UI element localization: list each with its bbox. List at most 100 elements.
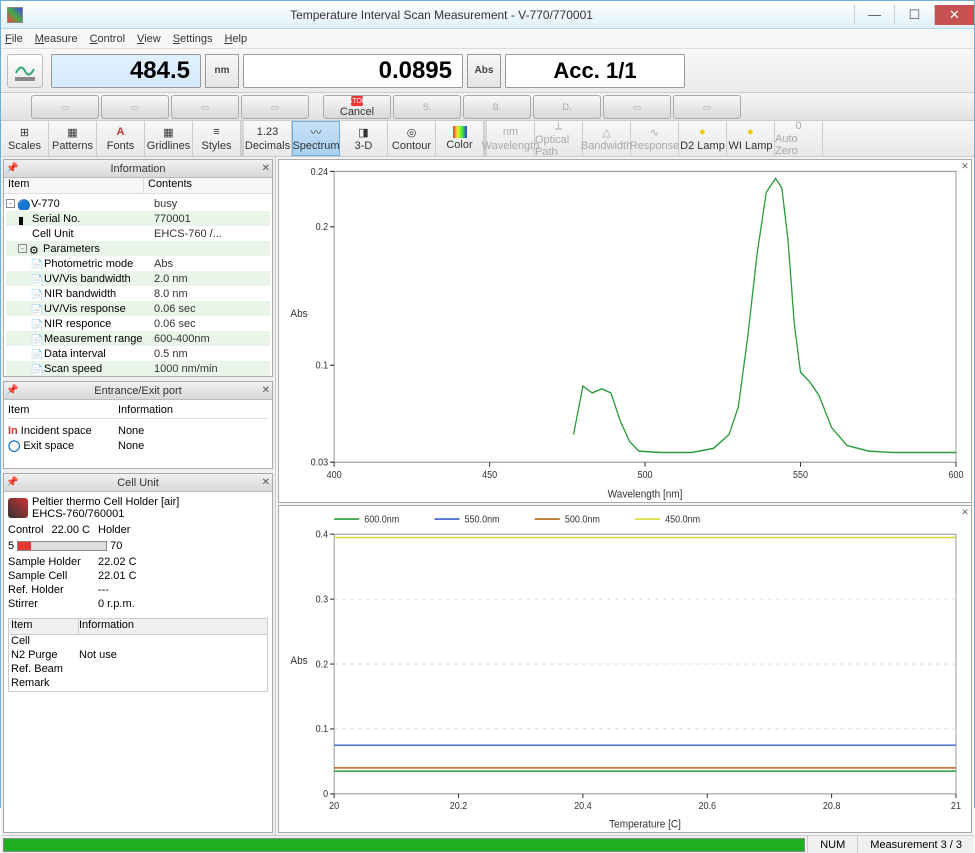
menu-help[interactable]: Help — [224, 33, 247, 45]
pin-icon[interactable]: 📌 — [6, 163, 18, 174]
close-button[interactable]: ✕ — [934, 5, 974, 25]
menu-control[interactable]: Control — [90, 33, 125, 45]
gridlines-button[interactable]: ▦Gridlines — [145, 121, 193, 156]
information-panel: 📌Information✕ ItemContents -🔵V-770busy▮S… — [3, 159, 273, 377]
autozero-button: 0Auto Zero — [775, 121, 823, 156]
contour-icon: ◎ — [404, 125, 420, 139]
fonts-button[interactable]: AFonts — [97, 121, 145, 156]
opticalpath-button: ⟂Optical Path — [535, 121, 583, 156]
wavelength-readout: 484.5 — [51, 54, 201, 88]
btn-disabled-3: ▭ — [171, 95, 239, 119]
scales-button[interactable]: ⊞Scales — [1, 121, 49, 156]
3d-icon: ◨ — [356, 125, 372, 139]
menubar: File Measure Control View Settings Help — [1, 29, 974, 49]
svg-text:500.0nm: 500.0nm — [565, 513, 600, 524]
port-panel: 📌Entrance/Exit port✕ ItemInformation InI… — [3, 381, 273, 469]
spectrum-button[interactable]: 〰Spectrum — [292, 121, 340, 156]
bandwidth-button: △Bandwidth — [583, 121, 631, 156]
color-button[interactable]: Color — [436, 121, 484, 156]
menu-settings[interactable]: Settings — [173, 33, 213, 45]
d2lamp-button[interactable]: ●D2 Lamp — [679, 121, 727, 156]
svg-text:450.0nm: 450.0nm — [665, 513, 700, 524]
styles-icon: ≡ — [209, 125, 225, 139]
svg-text:20.2: 20.2 — [450, 800, 468, 811]
decimals-button[interactable]: 1.23Decimals — [244, 121, 292, 156]
menu-view[interactable]: View — [137, 33, 161, 45]
cell-unit-panel: 📌Cell Unit✕ Peltier thermo Cell Holder [… — [3, 473, 273, 833]
temperature-chart[interactable]: ✕ 600.0nm550.0nm500.0nm450.0nm2020.220.4… — [278, 505, 972, 833]
svg-text:Abs: Abs — [290, 656, 307, 667]
peltier-icon — [8, 498, 28, 518]
menu-measure[interactable]: Measure — [35, 33, 78, 45]
fonts-icon: A — [113, 125, 129, 139]
svg-text:0.4: 0.4 — [316, 528, 329, 539]
chart-area: ✕ 4004505005506000.030.10.20.24AbsWavele… — [276, 157, 974, 835]
svg-text:0.03: 0.03 — [311, 457, 329, 469]
svg-text:450: 450 — [482, 470, 497, 482]
stop-icon: STOP — [351, 96, 363, 106]
chart-close-icon[interactable]: ✕ — [960, 161, 970, 171]
gridlines-icon: ▦ — [161, 125, 177, 139]
abs-unit[interactable]: Abs — [467, 54, 501, 88]
thermometer: 570 — [8, 540, 268, 552]
svg-text:0.24: 0.24 — [311, 166, 329, 178]
status-num: NUM — [807, 836, 857, 853]
abs-readout: 0.0895 — [243, 54, 463, 88]
status-measurement: Measurement 3 / 3 — [857, 836, 974, 853]
svg-text:20.6: 20.6 — [698, 800, 716, 811]
svg-text:600: 600 — [948, 470, 963, 482]
minimize-button[interactable]: — — [854, 5, 894, 25]
btn-disabled-5: ▭ — [603, 95, 671, 119]
in-icon: In — [8, 425, 18, 437]
svg-text:21: 21 — [951, 800, 961, 811]
svg-text:Temperature [C]: Temperature [C] — [609, 819, 681, 830]
btn-disabled-6: ▭ — [673, 95, 741, 119]
cell-info-table: ItemInformation CellN2 PurgeNot useRef. … — [8, 618, 268, 692]
svg-text:20.8: 20.8 — [823, 800, 841, 811]
response-button: ∿Response — [631, 121, 679, 156]
panel-close-icon[interactable]: ✕ — [262, 477, 270, 488]
styles-button[interactable]: ≡Styles — [193, 121, 241, 156]
progress-bar — [3, 838, 805, 852]
wavelength-icon: nm — [503, 125, 519, 139]
wilamp-button[interactable]: ●WI Lamp — [727, 121, 775, 156]
pin-icon[interactable]: 📌 — [6, 477, 18, 488]
svg-text:0.3: 0.3 — [316, 593, 329, 604]
panel-title: Information — [110, 163, 165, 175]
wavelength-button: nmWavelength — [487, 121, 535, 156]
spectrum-chart[interactable]: ✕ 4004505005506000.030.10.20.24AbsWavele… — [278, 159, 972, 503]
3d-button[interactable]: ◨3-D — [340, 121, 388, 156]
svg-text:0.2: 0.2 — [316, 658, 329, 669]
color-icon — [453, 126, 467, 138]
readout-bar: 484.5 nm 0.0895 Abs Acc. 1/1 — [1, 49, 974, 93]
panel-close-icon[interactable]: ✕ — [262, 163, 270, 174]
action-toolbar: ▭ ▭ ▭ ▭ STOPCancel S. B. D. ▭ ▭ — [1, 93, 974, 121]
d2lamp-icon: ● — [695, 125, 711, 139]
btn-disabled-1: ▭ — [31, 95, 99, 119]
contour-button[interactable]: ◎Contour — [388, 121, 436, 156]
pin-icon[interactable]: 📌 — [6, 385, 18, 396]
wavelength-unit[interactable]: nm — [205, 54, 239, 88]
svg-text:20.4: 20.4 — [574, 800, 592, 811]
menu-file[interactable]: File — [5, 33, 23, 45]
btn-disabled-4: ▭ — [241, 95, 309, 119]
svg-text:400: 400 — [327, 470, 342, 482]
svg-text:550.0nm: 550.0nm — [465, 513, 500, 524]
patterns-icon: ▦ — [65, 125, 81, 139]
btn-d: D. — [533, 95, 601, 119]
status-bar: NUM Measurement 3 / 3 — [1, 835, 974, 853]
app-icon — [7, 7, 23, 23]
info-tree[interactable]: -🔵V-770busy▮Serial No.770001Cell UnitEHC… — [4, 194, 272, 376]
maximize-button[interactable]: ☐ — [894, 5, 934, 25]
device-icon[interactable] — [7, 54, 43, 88]
svg-text:Wavelength [nm]: Wavelength [nm] — [608, 488, 683, 501]
svg-text:600.0nm: 600.0nm — [364, 513, 399, 524]
cancel-button[interactable]: STOPCancel — [323, 95, 391, 119]
panel-close-icon[interactable]: ✕ — [262, 385, 270, 396]
chart-close-icon[interactable]: ✕ — [960, 507, 970, 517]
left-panel: 📌Information✕ ItemContents -🔵V-770busy▮S… — [1, 157, 276, 835]
patterns-button[interactable]: ▦Patterns — [49, 121, 97, 156]
accumulation-readout: Acc. 1/1 — [505, 54, 685, 88]
view-toolbar: ⊞Scales ▦Patterns AFonts ▦Gridlines ≡Sty… — [1, 121, 974, 157]
svg-text:550: 550 — [793, 470, 808, 482]
